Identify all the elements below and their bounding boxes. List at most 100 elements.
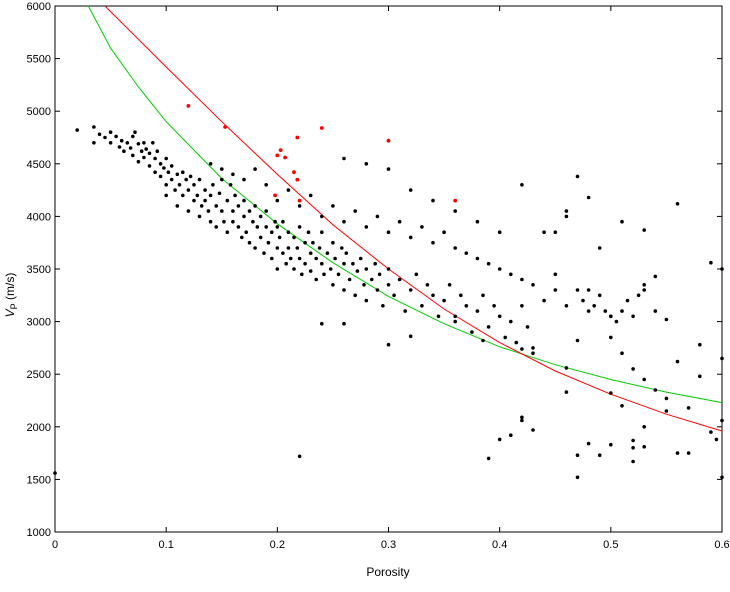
data-point — [347, 277, 352, 282]
data-point — [228, 183, 233, 187]
data-point — [203, 198, 207, 203]
data-point — [136, 159, 141, 164]
data-point — [636, 293, 641, 298]
data-point — [642, 377, 646, 382]
data-point — [420, 225, 424, 229]
data-point — [386, 283, 391, 287]
data-point — [564, 214, 569, 219]
data-point — [408, 188, 413, 192]
data-point — [492, 304, 496, 308]
data-point — [420, 304, 424, 308]
data-point — [320, 214, 324, 219]
data-point — [117, 145, 122, 149]
data-point — [375, 288, 380, 292]
highlight-point — [295, 135, 300, 140]
data-point — [197, 177, 202, 182]
highlight-point — [278, 148, 283, 153]
x-axis: 0 0.1 0.2 0.3 0.4 0.5 0.6 — [52, 6, 730, 551]
data-point — [206, 209, 211, 213]
data-point — [675, 359, 680, 364]
data-point — [253, 167, 257, 171]
data-point — [92, 141, 96, 145]
curves — [87, 5, 723, 432]
data-point — [97, 132, 102, 137]
data-point — [275, 267, 280, 271]
data-point — [314, 277, 319, 282]
data-point — [553, 230, 558, 234]
data-point — [108, 130, 113, 134]
data-point — [258, 214, 263, 219]
data-point — [162, 166, 166, 170]
data-point — [297, 454, 302, 459]
data-point — [408, 288, 413, 292]
data-point — [147, 164, 152, 168]
data-point — [653, 274, 658, 279]
data-point — [436, 314, 441, 319]
data-point — [408, 334, 413, 339]
data-point — [242, 198, 246, 203]
data-point — [242, 177, 246, 182]
data-point — [286, 230, 291, 234]
data-point — [264, 183, 269, 187]
data-point — [520, 347, 524, 351]
data-point — [320, 261, 324, 266]
data-point — [297, 256, 302, 261]
data-point — [188, 174, 193, 179]
data-point — [220, 209, 224, 213]
data-point — [464, 251, 469, 255]
data-point — [308, 193, 313, 198]
data-point — [153, 170, 157, 174]
data-point — [586, 441, 591, 446]
data-point — [286, 246, 291, 250]
data-point — [336, 272, 341, 277]
data-point — [709, 260, 713, 265]
data-point — [520, 418, 524, 423]
data-point — [609, 314, 613, 319]
data-point — [609, 335, 613, 340]
data-point — [364, 162, 369, 166]
data-point — [331, 204, 335, 208]
data-point — [331, 240, 335, 245]
y-tick-label: 5500 — [27, 54, 51, 66]
data-point — [231, 219, 235, 224]
data-point — [564, 304, 569, 308]
y-tick-label: 1500 — [27, 474, 51, 486]
data-point — [286, 188, 291, 192]
data-point — [275, 198, 280, 203]
data-point — [277, 235, 282, 240]
data-point — [553, 288, 558, 292]
data-point — [199, 204, 204, 208]
data-point — [497, 267, 502, 271]
data-point — [475, 219, 480, 224]
data-point — [186, 209, 191, 213]
data-point — [431, 198, 435, 203]
y-tick-label: 3500 — [27, 264, 51, 276]
data-point — [169, 177, 174, 182]
data-point — [397, 277, 402, 282]
data-point — [453, 246, 458, 250]
data-point — [281, 251, 285, 255]
data-point — [453, 209, 458, 213]
data-point — [642, 425, 646, 429]
data-point — [297, 204, 302, 208]
data-point — [225, 198, 230, 203]
data-point — [542, 298, 546, 303]
data-point — [266, 240, 271, 245]
y-axis-title: VP (m/s) — [3, 273, 19, 318]
data-point — [386, 267, 391, 271]
data-point — [322, 272, 326, 277]
data-point — [503, 335, 508, 340]
data-point — [208, 193, 213, 198]
data-point — [225, 230, 230, 234]
data-point — [342, 156, 346, 161]
data-point — [520, 277, 524, 282]
y-tick-label: 6000 — [27, 1, 51, 13]
data-point — [377, 272, 382, 277]
data-point — [509, 433, 513, 438]
data-point — [642, 228, 646, 232]
data-point — [497, 314, 502, 319]
data-point — [509, 272, 513, 277]
data-point — [686, 451, 691, 455]
data-point — [342, 321, 346, 326]
data-point — [92, 125, 96, 129]
